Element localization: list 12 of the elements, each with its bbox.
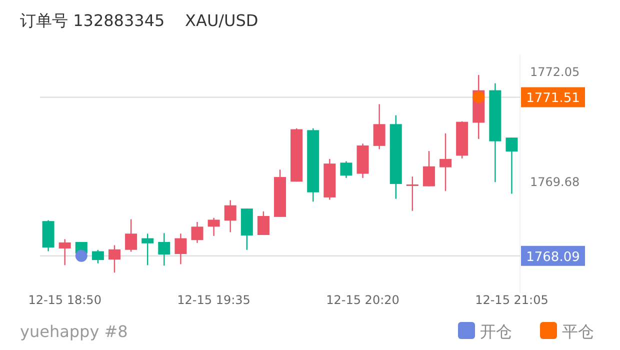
x-tick-label: 12-15 19:35 (177, 293, 250, 307)
x-tick-label: 12-15 20:20 (326, 293, 400, 307)
ref-line-label: 1768.09 (526, 250, 580, 265)
chart-title: 订单号 132883345 XAU/USD (20, 11, 258, 30)
x-tick-label: 12-15 18:50 (28, 293, 102, 307)
y-tick-label: 1772.05 (530, 65, 580, 80)
legend-label: 开仓 (480, 322, 512, 341)
legend-label: 平仓 (562, 322, 594, 341)
x-tick-label: 12-15 21:05 (475, 293, 548, 307)
y-tick-label: 1769.68 (530, 175, 580, 190)
ref-line-label: 1771.51 (526, 91, 580, 106)
text: yuehappy #8 (20, 322, 128, 341)
